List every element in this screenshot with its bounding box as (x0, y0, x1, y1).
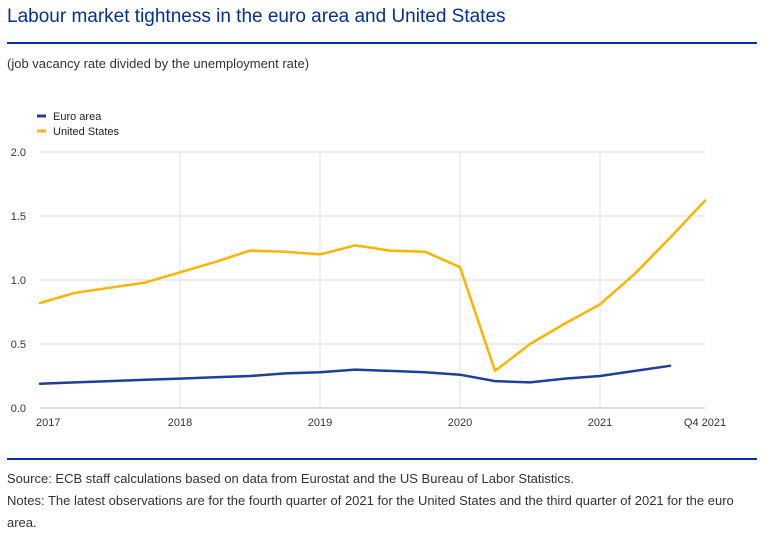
x-tick-label: 2020 (448, 417, 472, 429)
title-divider (7, 42, 757, 44)
line-chart: 0.0 0.5 1.0 1.5 2.0 2017 2018 2019 2020 2021 Q4 20… (11, 111, 726, 429)
series-line-united-states (38, 199, 707, 373)
footer-divider (7, 458, 757, 460)
x-tick-label: 2018 (168, 417, 192, 429)
series-line-euro-area (38, 364, 672, 385)
source-note: Source: ECB staff calculations based on … (7, 471, 575, 486)
chart-footer: Source: ECB staff calculations based on … (7, 468, 755, 534)
legend-label: United States (53, 126, 120, 138)
y-tick-label: 0.0 (11, 403, 26, 415)
x-tick-label: 2019 (308, 417, 332, 429)
x-tick-label: 2021 (588, 417, 612, 429)
y-tick-label: 1.5 (11, 211, 26, 223)
x-tick-label: Q4 2021 (684, 417, 726, 429)
chart-title: Labour market tightness in the euro area… (7, 6, 506, 27)
y-tick-label: 1.0 (11, 275, 26, 287)
y-tick-label: 0.5 (11, 339, 26, 351)
chart-subtitle: (job vacancy rate divided by the unemplo… (7, 56, 310, 71)
x-tick-label: 2017 (36, 417, 60, 429)
notes-text: Notes: The latest observations are for t… (7, 493, 734, 530)
y-tick-label: 2.0 (11, 147, 26, 159)
legend-label: Euro area (53, 111, 102, 123)
